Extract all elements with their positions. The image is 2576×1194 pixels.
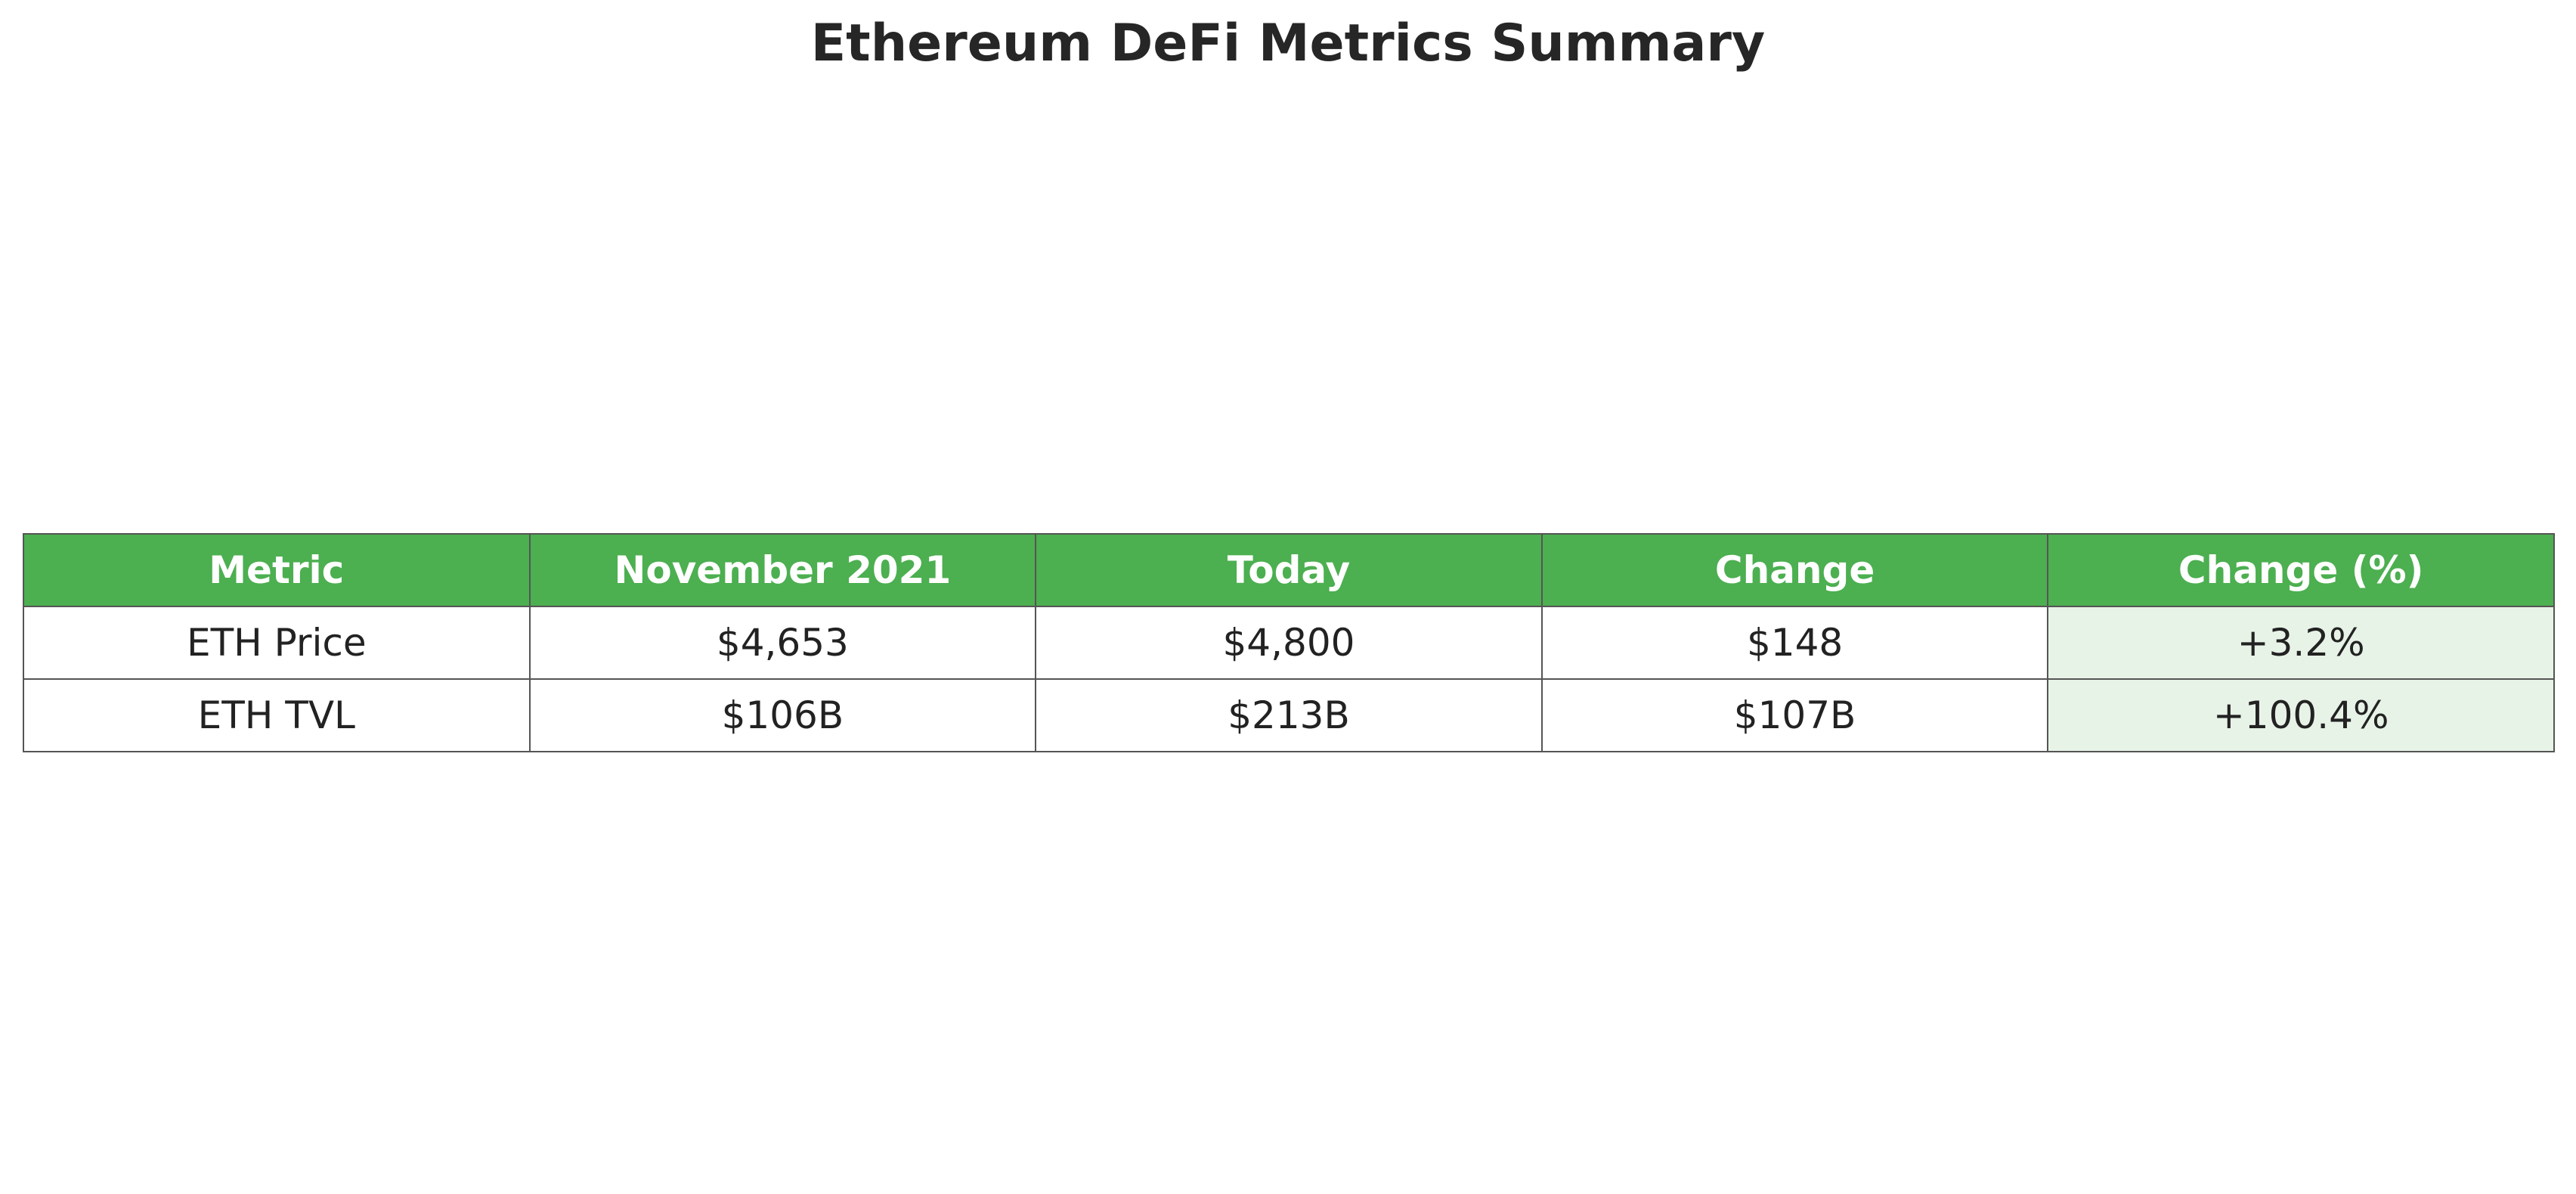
table-row: ETH Price $4,653 $4,800 $148 +3.2% — [23, 606, 2555, 680]
table-cell: +3.2% — [2047, 606, 2555, 680]
table-cell: $4,800 — [1035, 606, 1543, 680]
table-row: ETH TVL $106B $213B $107B +100.4% — [23, 678, 2555, 752]
table-cell: +100.4% — [2047, 678, 2555, 752]
table-body: ETH Price $4,653 $4,800 $148 +3.2% ETH TVL $10… — [23, 606, 2555, 752]
chart-title: Ethereum DeFi Metrics Summary — [810, 14, 1766, 73]
table-cell: $213B — [1035, 678, 1543, 752]
table-cell: ETH Price — [23, 606, 531, 680]
column-header: November 2021 — [528, 533, 1037, 607]
column-header: Today — [1035, 533, 1543, 607]
column-header: Change — [1540, 533, 2049, 607]
table-cell: ETH TVL — [23, 678, 531, 752]
table-header-row: Metric November 2021 Today Change Change (%) — [23, 533, 2555, 607]
metrics-table: Metric November 2021 Today Change Change (%)… — [23, 533, 2555, 752]
column-header: Metric — [23, 533, 531, 607]
table-cell: $148 — [1540, 606, 2049, 680]
table-cell: $107B — [1540, 678, 2049, 752]
table-cell: $4,653 — [528, 606, 1037, 680]
column-header: Change (%) — [2047, 533, 2555, 607]
table-cell: $106B — [528, 678, 1037, 752]
